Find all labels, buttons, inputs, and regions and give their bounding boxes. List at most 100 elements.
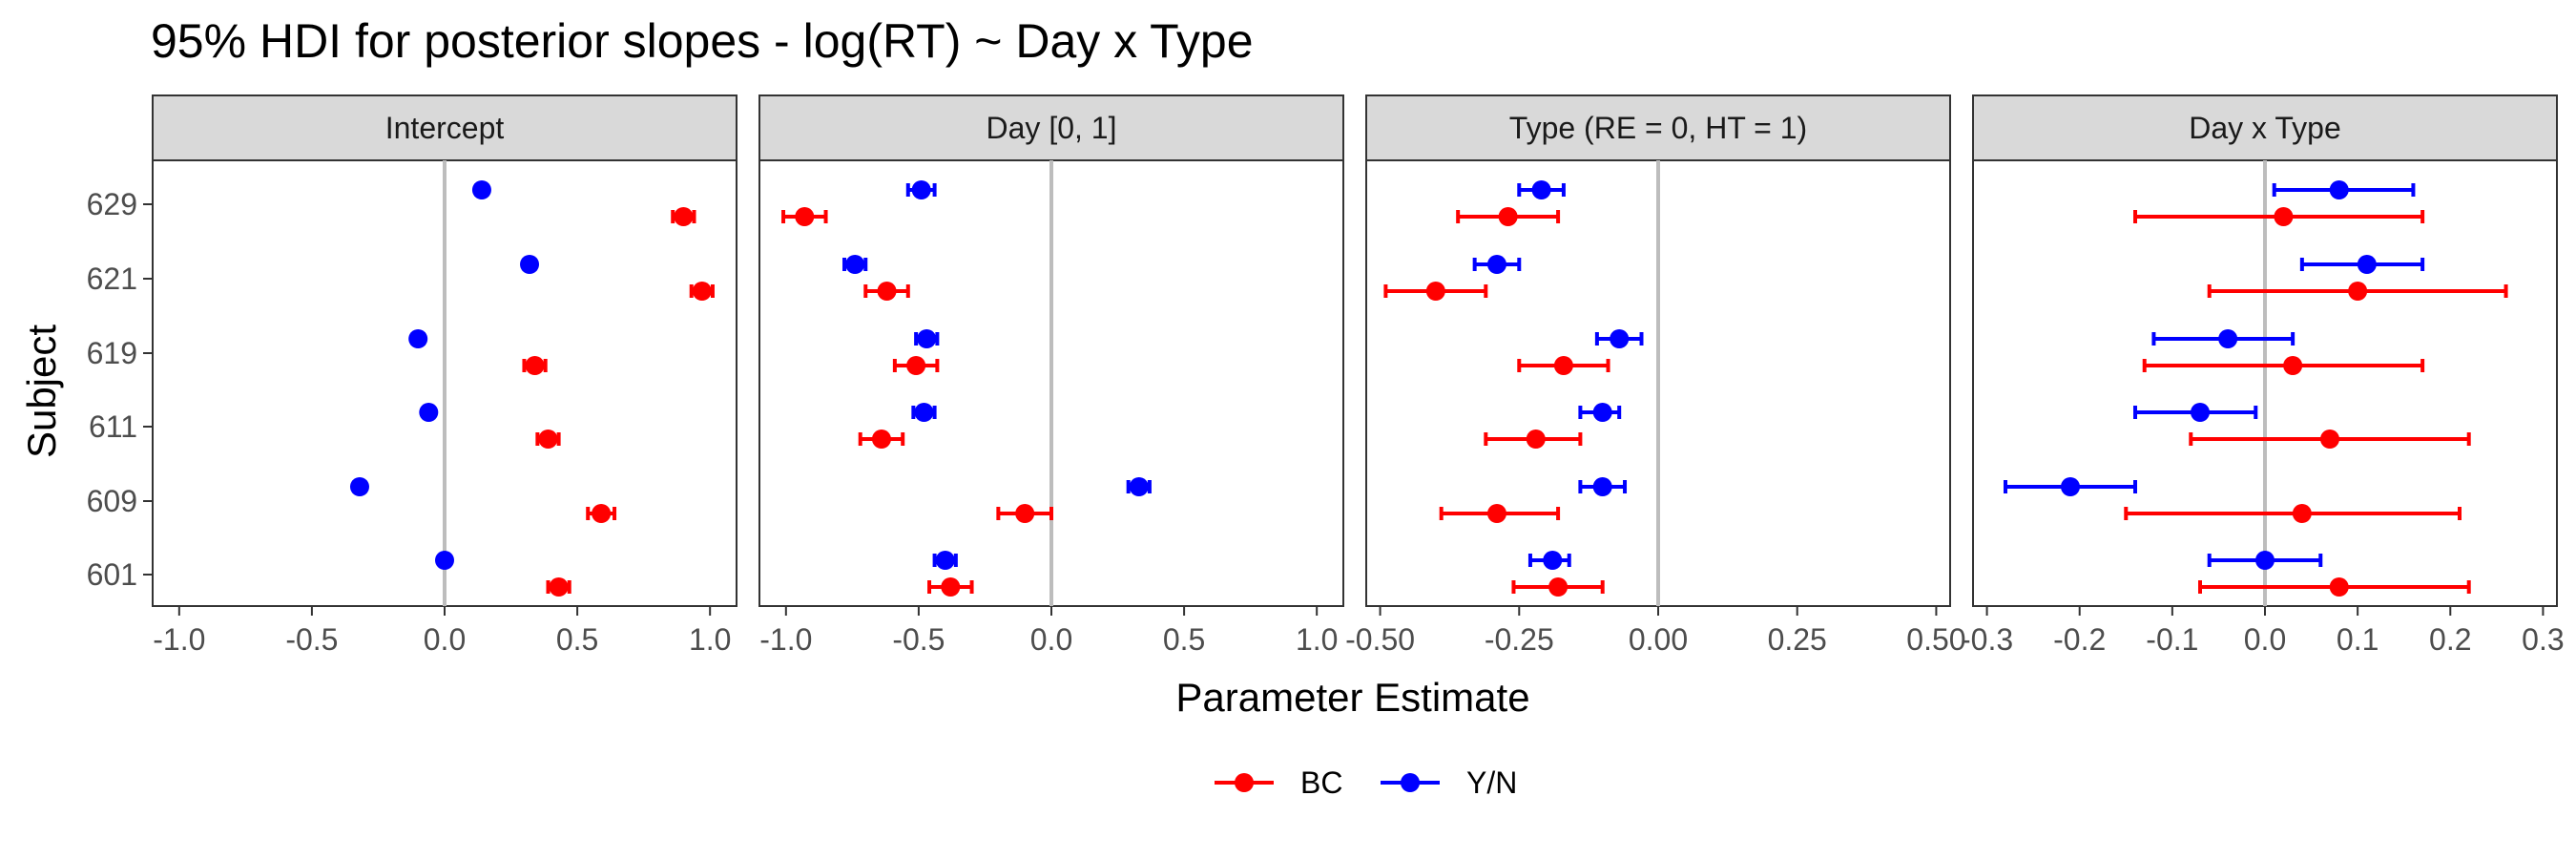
point-estimate bbox=[914, 403, 934, 422]
facet-strip bbox=[758, 94, 1344, 161]
facet-panel-3: Day x Type -0.3 -0.2 -0.1 0.0 0.1 0.2 0.3 bbox=[1961, 94, 2565, 657]
x-tick-label: 0.0 bbox=[1030, 622, 1072, 657]
point-estimate bbox=[435, 551, 454, 570]
y-tick-label: 621 bbox=[87, 262, 137, 296]
x-tick-label: 1.0 bbox=[689, 622, 731, 657]
facet-panel-2: Type (RE = 0, HT = 1) -0.50 -0.25 0.00 0.25 0… bbox=[1345, 94, 1966, 657]
point-estimate bbox=[2320, 430, 2339, 449]
x-tick-label: -0.5 bbox=[285, 622, 338, 657]
facet-strip-label: Day x Type bbox=[2189, 111, 2340, 145]
point-estimate bbox=[1610, 329, 1630, 348]
point-estimate bbox=[871, 430, 891, 449]
facet-strip-label: Type (RE = 0, HT = 1) bbox=[1509, 111, 1807, 145]
y-tick-label: 601 bbox=[87, 557, 137, 592]
legend-item: BC bbox=[1215, 765, 1342, 800]
y-tick-label: 629 bbox=[87, 187, 137, 221]
point-estimate bbox=[1129, 477, 1149, 496]
point-estimate bbox=[1486, 504, 1506, 523]
x-tick-label: -0.2 bbox=[2053, 622, 2106, 657]
x-tick-label: 1.0 bbox=[1296, 622, 1338, 657]
point-estimate bbox=[1553, 356, 1573, 375]
facet-strip bbox=[152, 94, 737, 161]
point-estimate bbox=[1015, 504, 1035, 523]
legend-item: Y/N bbox=[1381, 765, 1517, 800]
x-tick-label: 0.25 bbox=[1768, 622, 1827, 657]
legend: BC Y/N bbox=[1215, 765, 1517, 800]
legend-label: Y/N bbox=[1466, 765, 1517, 800]
point-estimate bbox=[2274, 207, 2294, 226]
point-estimate bbox=[592, 504, 612, 523]
point-estimate bbox=[408, 329, 428, 348]
x-tick-label: 0.00 bbox=[1629, 622, 1688, 657]
point-estimate bbox=[1592, 403, 1612, 422]
point-estimate bbox=[2292, 504, 2312, 523]
point-estimate bbox=[1526, 430, 1546, 449]
x-tick-label: 0.3 bbox=[2522, 622, 2564, 657]
point-estimate bbox=[877, 282, 897, 301]
x-tick-label: 0.1 bbox=[2337, 622, 2379, 657]
chart-title: 95% HDI for posterior slopes - log(RT) ~… bbox=[151, 14, 1254, 68]
facet-panels: Intercept -1.0 -0.5 0.0 0.5 1.0 601 609 611 619 62… bbox=[87, 94, 2565, 657]
facet-strip bbox=[1972, 94, 2558, 161]
point-estimate bbox=[1486, 255, 1506, 274]
point-estimate bbox=[2255, 551, 2275, 570]
point-estimate bbox=[917, 329, 937, 348]
point-estimate bbox=[1425, 282, 1445, 301]
x-tick-label: 0.0 bbox=[2244, 622, 2286, 657]
point-estimate bbox=[941, 577, 961, 597]
x-tick-label: -0.25 bbox=[1485, 622, 1554, 657]
legend-label: BC bbox=[1300, 765, 1342, 800]
point-estimate bbox=[845, 255, 865, 274]
point-estimate bbox=[538, 430, 558, 449]
facet-panel-0: Intercept -1.0 -0.5 0.0 0.5 1.0 601 609 611 619 62… bbox=[87, 94, 737, 657]
y-axis-title: Subject bbox=[19, 325, 64, 458]
x-tick-label: 0.5 bbox=[1163, 622, 1205, 657]
point-estimate bbox=[795, 207, 815, 226]
y-tick-label: 609 bbox=[87, 484, 137, 518]
legend-key-point bbox=[1401, 773, 1420, 792]
point-estimate bbox=[1548, 577, 1568, 597]
point-estimate bbox=[2218, 329, 2238, 348]
x-tick-label: -0.3 bbox=[1961, 622, 2013, 657]
point-estimate bbox=[2357, 255, 2377, 274]
point-estimate bbox=[1592, 477, 1612, 496]
x-tick-label: -1.0 bbox=[153, 622, 205, 657]
point-estimate bbox=[911, 180, 931, 199]
point-estimate bbox=[525, 356, 545, 375]
point-estimate bbox=[906, 356, 926, 375]
point-estimate bbox=[349, 477, 369, 496]
y-tick-label: 619 bbox=[87, 336, 137, 370]
facet-strip-label: Day [0, 1] bbox=[987, 111, 1117, 145]
x-tick-label: -0.50 bbox=[1345, 622, 1415, 657]
point-estimate bbox=[692, 282, 712, 301]
point-estimate bbox=[2329, 577, 2349, 597]
facet-strip bbox=[1365, 94, 1951, 161]
point-estimate bbox=[2061, 477, 2080, 496]
point-estimate bbox=[471, 180, 491, 199]
x-tick-label: -0.5 bbox=[892, 622, 945, 657]
point-estimate bbox=[2348, 282, 2368, 301]
point-estimate bbox=[935, 551, 955, 570]
point-estimate bbox=[1543, 551, 1563, 570]
x-tick-label: 0.0 bbox=[424, 622, 466, 657]
point-estimate bbox=[1531, 180, 1551, 199]
point-estimate bbox=[1498, 207, 1518, 226]
x-tick-label: 0.2 bbox=[2429, 622, 2471, 657]
x-tick-label: -1.0 bbox=[759, 622, 812, 657]
point-estimate bbox=[2329, 180, 2349, 199]
point-estimate bbox=[2191, 403, 2210, 422]
facet-panel-1: Day [0, 1] -1.0 -0.5 0.0 0.5 1.0 bbox=[758, 94, 1344, 657]
point-estimate bbox=[419, 403, 439, 422]
point-estimate bbox=[674, 207, 694, 226]
legend-key-point bbox=[1235, 773, 1254, 792]
x-tick-label: 0.5 bbox=[556, 622, 598, 657]
x-tick-label: 0.50 bbox=[1906, 622, 1965, 657]
x-axis-title: Parameter Estimate bbox=[1175, 675, 1529, 720]
point-estimate bbox=[520, 255, 540, 274]
point-estimate bbox=[2283, 356, 2303, 375]
y-tick-label: 611 bbox=[89, 409, 137, 444]
point-estimate bbox=[549, 577, 569, 597]
x-tick-label: -0.1 bbox=[2146, 622, 2198, 657]
facet-strip-label: Intercept bbox=[385, 111, 505, 145]
